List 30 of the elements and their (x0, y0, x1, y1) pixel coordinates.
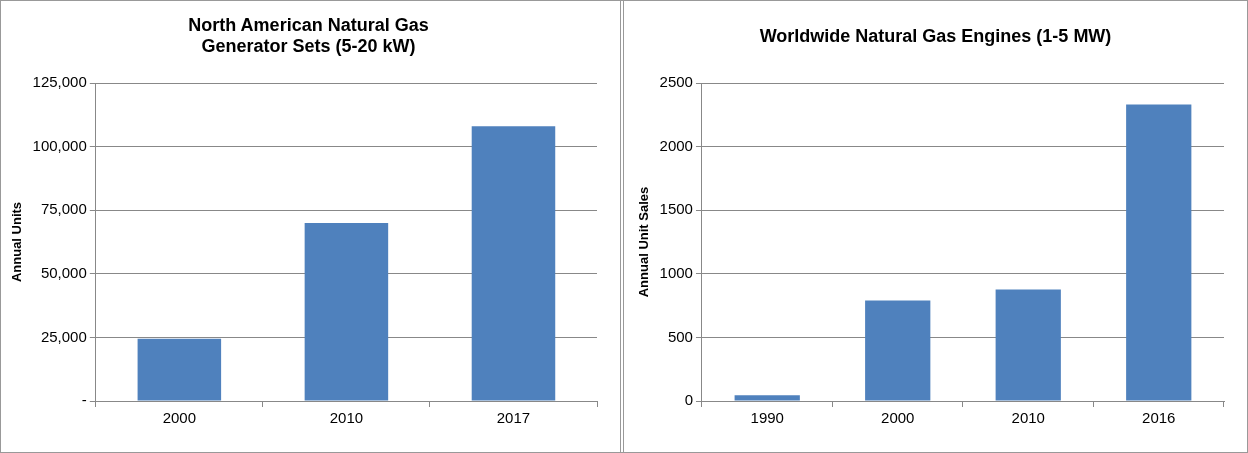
bar (304, 222, 389, 401)
y-axis-title: Annual Unit Sales (636, 186, 652, 298)
y-tick-label: 1500 (659, 200, 693, 218)
chart-title: Worldwide Natural Gas Engines (1-5 MW) (758, 24, 1113, 48)
bar (1126, 104, 1192, 401)
y-axis-title: Annual Units (9, 201, 25, 283)
chart-title: North American Natural Gas Generator Sets (5-20 kW) (187, 14, 430, 58)
y-tick-label: 0 (684, 391, 693, 409)
y-tick-label: 2000 (659, 136, 693, 154)
bar (995, 289, 1061, 401)
y-tick-label: - (81, 391, 87, 409)
bar (471, 126, 556, 401)
bar (865, 300, 931, 401)
x-tick-label: 2016 (1142, 409, 1176, 427)
y-tick-label: 2500 (659, 73, 693, 91)
x-tick-label: 2010 (329, 409, 364, 427)
x-tick-label: 2000 (881, 409, 915, 427)
y-tick-label: 100,000 (32, 136, 87, 154)
y-tick-label: 125,000 (32, 73, 87, 91)
y-tick-label: 1000 (659, 263, 693, 281)
x-tick-label: 2017 (496, 409, 531, 427)
x-tick-label: 2010 (1011, 409, 1045, 427)
y-tick-label: 75,000 (40, 200, 87, 218)
bar (734, 395, 800, 401)
y-tick-label: 500 (667, 327, 693, 345)
y-tick-label: 50,000 (40, 263, 87, 281)
y-tick-label: 25,000 (40, 327, 87, 345)
bar (137, 338, 222, 401)
x-tick-label: 1990 (750, 409, 784, 427)
x-tick-label: 2000 (162, 409, 197, 427)
